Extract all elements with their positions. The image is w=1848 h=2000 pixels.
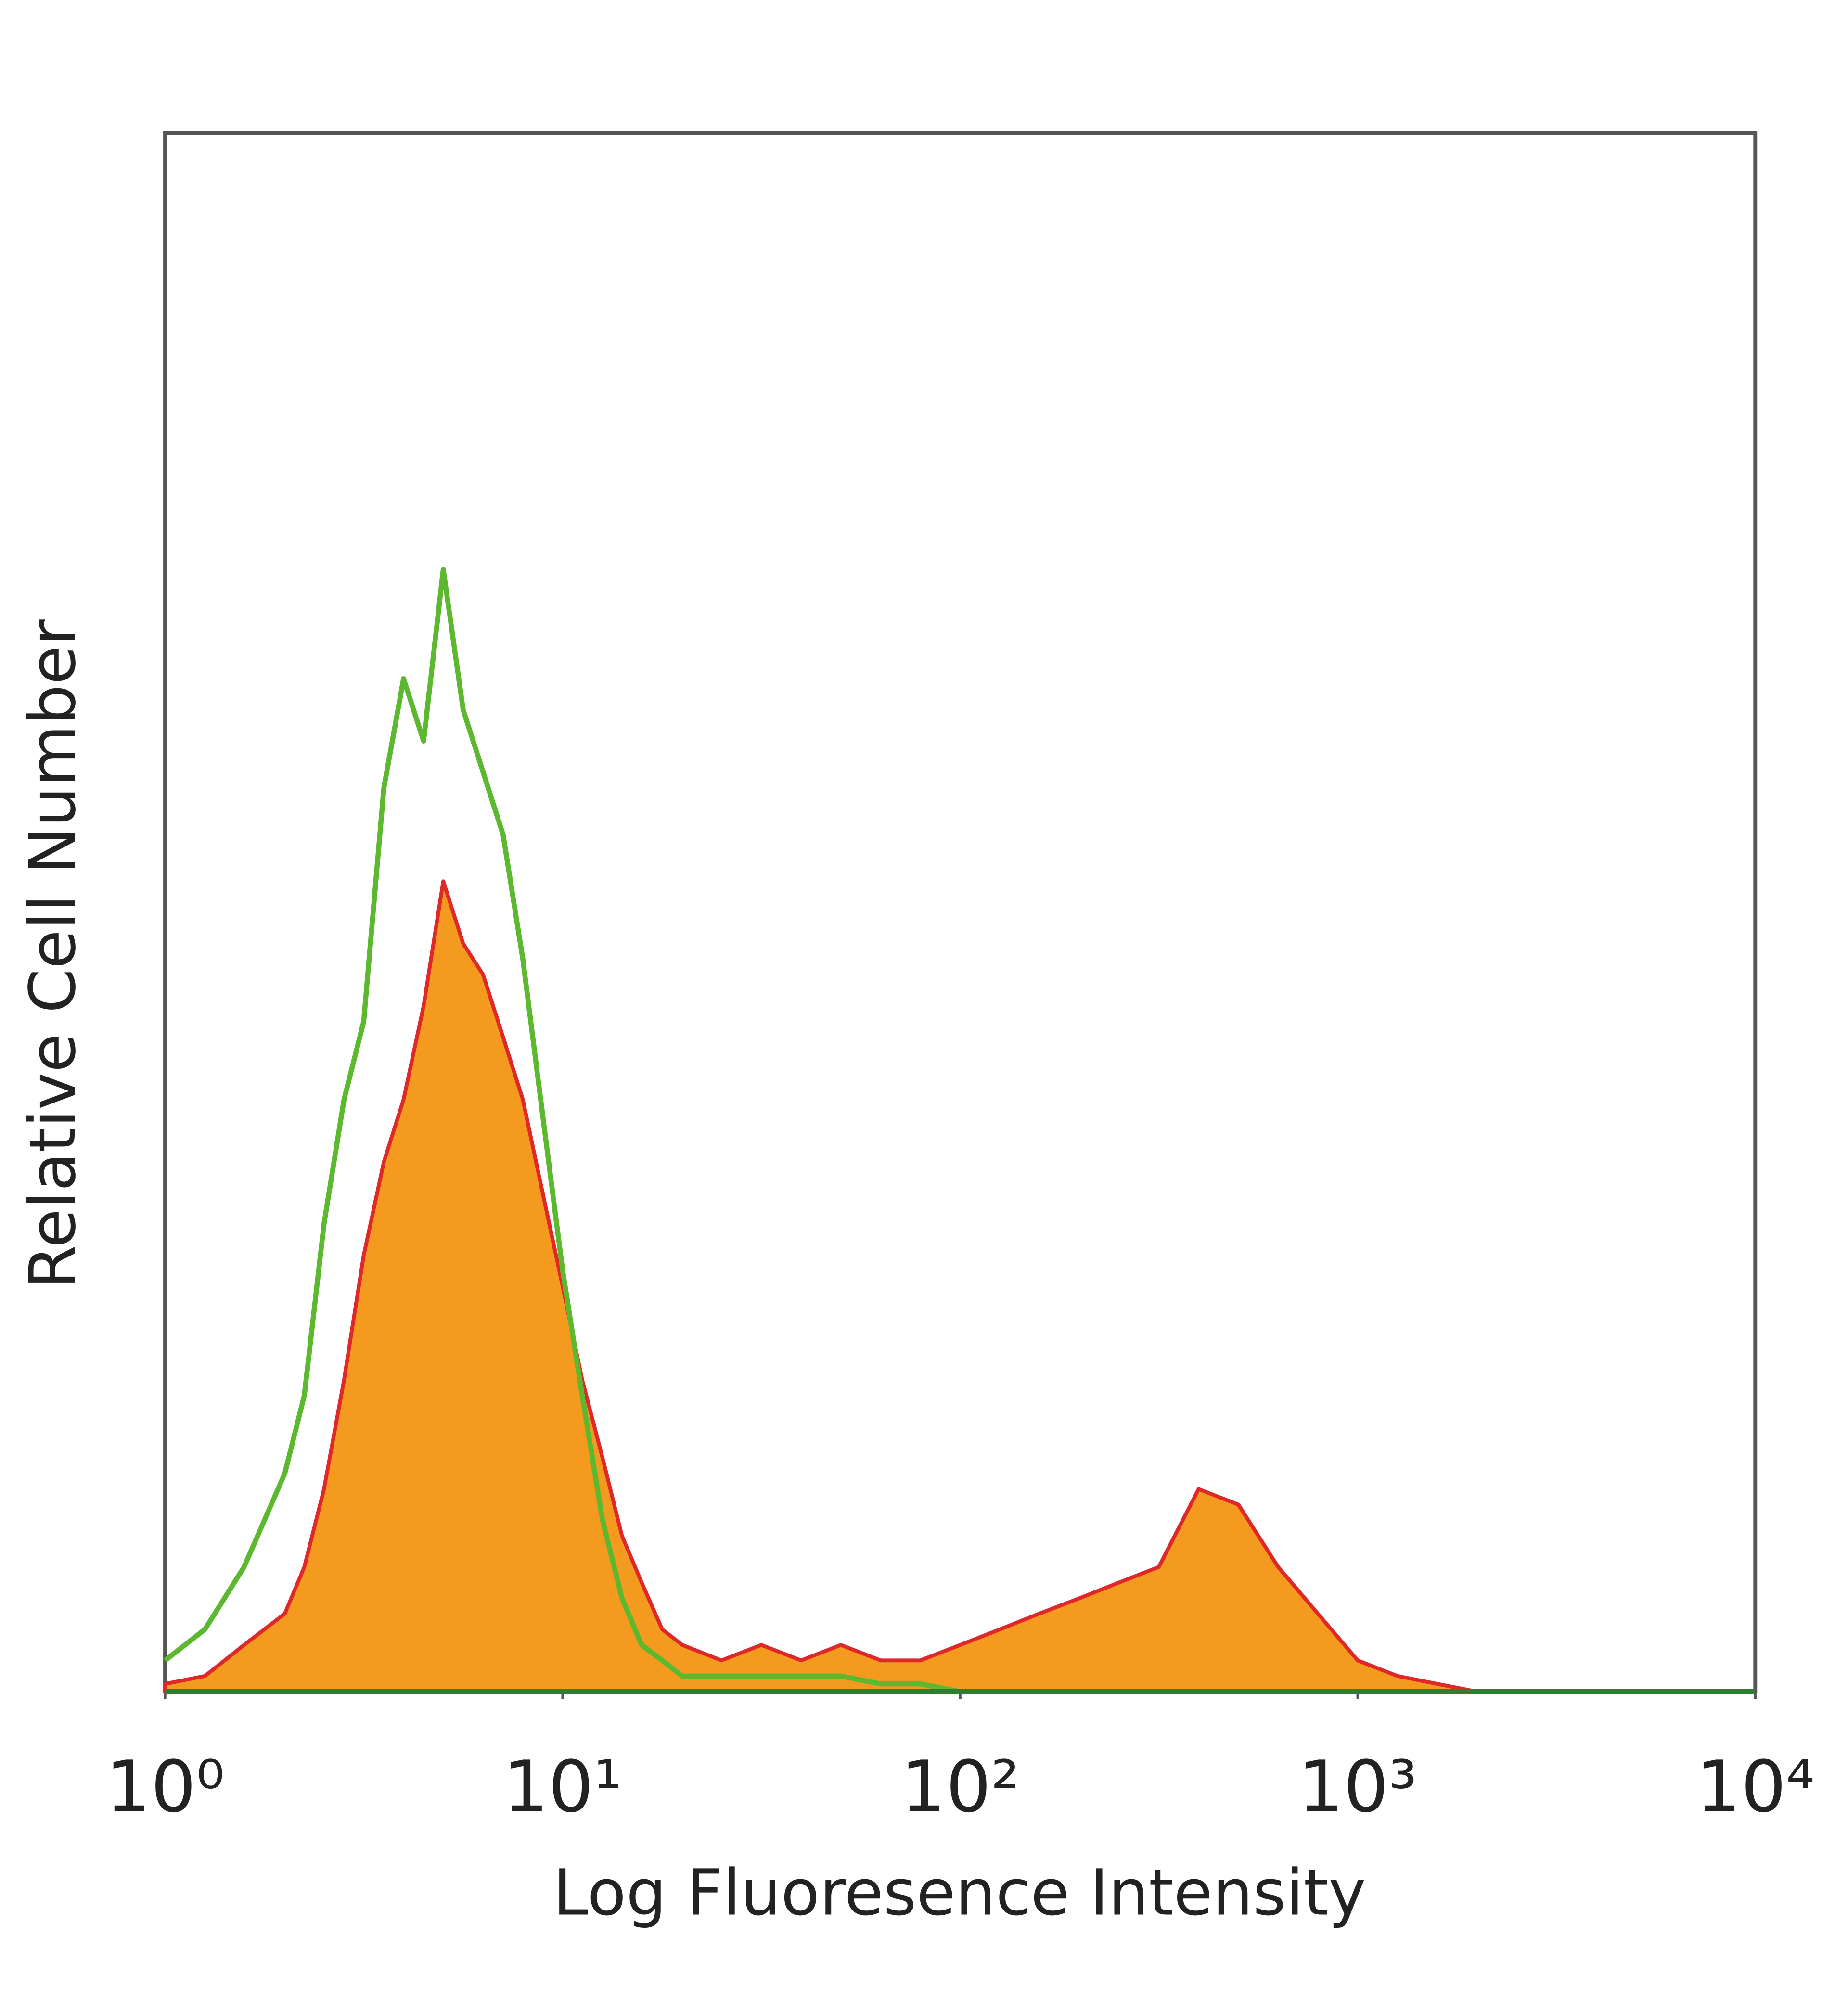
histogram-area — [163, 879, 1479, 1694]
x-tick-label: 10⁴ — [1696, 1745, 1815, 1828]
x-tick-label: 10¹ — [503, 1745, 622, 1828]
x-tick-label: 10² — [901, 1745, 1020, 1828]
x-tick-label: 10³ — [1298, 1745, 1417, 1828]
x-tick-label: 10⁰ — [105, 1745, 224, 1828]
x-axis-label: Log Fluoresence Intensity — [553, 1857, 1366, 1930]
y-axis-label: Relative Cell Number — [16, 619, 90, 1289]
